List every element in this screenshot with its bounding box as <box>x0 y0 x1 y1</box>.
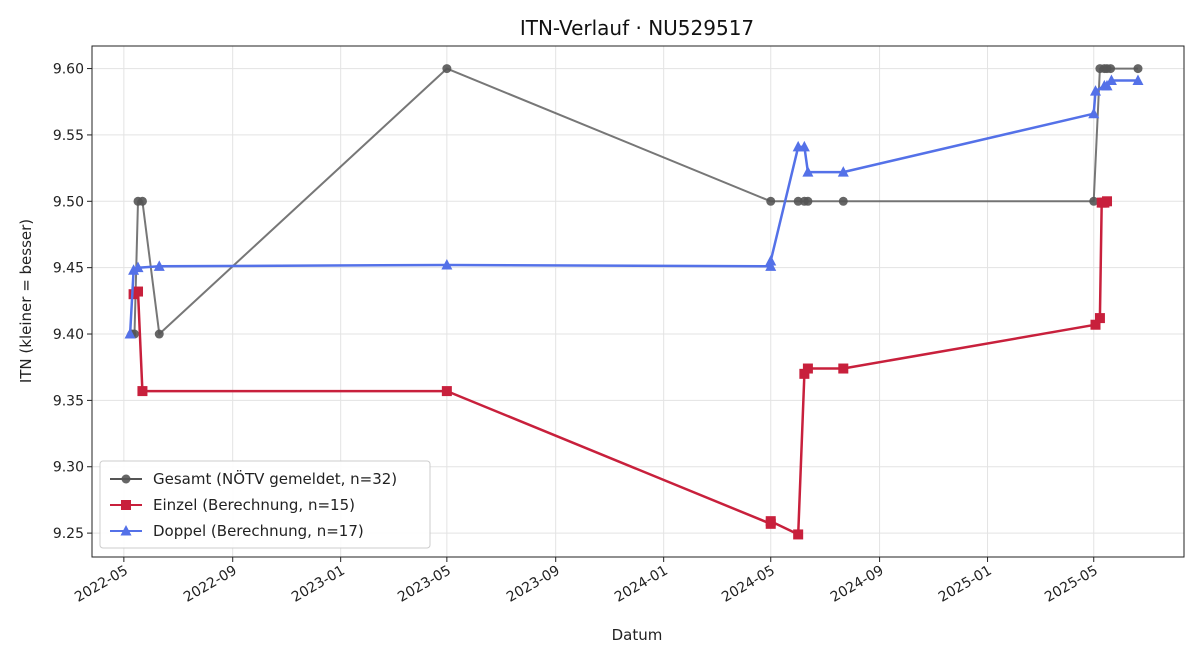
series-layer <box>124 64 1144 540</box>
y-tick-label: 9.25 <box>53 526 84 542</box>
data-point <box>799 368 810 379</box>
x-tick-label: 2024-01 <box>612 563 671 606</box>
data-point <box>132 261 144 273</box>
data-point <box>1090 85 1102 96</box>
data-point <box>793 529 804 540</box>
data-point <box>765 516 776 527</box>
y-tick-label: 9.35 <box>53 393 84 409</box>
data-point <box>1088 107 1100 119</box>
data-point <box>838 363 849 374</box>
data-point <box>1090 319 1101 330</box>
data-point <box>1102 196 1113 207</box>
y-tick-label: 9.50 <box>53 194 84 210</box>
series-3 <box>124 74 1144 339</box>
series-2 <box>128 196 1113 540</box>
data-point <box>1089 196 1099 206</box>
series-line <box>128 79 1138 335</box>
grid-lines <box>92 46 1184 557</box>
legend-marker <box>120 525 132 536</box>
legend-marker <box>121 500 131 510</box>
x-axis-title: Datum <box>612 626 663 644</box>
legend-label: Gesamt (NÖTV gemeldet, n=32) <box>153 469 397 488</box>
x-tick-label: 2023-01 <box>289 563 348 606</box>
data-point <box>1132 74 1144 86</box>
data-point <box>1106 64 1116 74</box>
x-tick-label: 2025-01 <box>936 563 995 606</box>
chart-title: ITN-Verlauf · NU529517 <box>520 16 754 40</box>
y-tick-label: 9.45 <box>53 261 84 277</box>
data-point <box>765 260 777 271</box>
data-point <box>798 140 810 152</box>
data-point <box>766 196 776 206</box>
data-point <box>765 255 777 266</box>
x-tick-label: 2022-09 <box>181 563 240 606</box>
legend-item: Einzel (Berechnung, n=15) <box>110 496 355 514</box>
x-tick-label: 2024-05 <box>719 563 778 606</box>
y-tick-label: 9.60 <box>53 62 84 78</box>
data-point <box>837 166 849 177</box>
plot-frame <box>91 45 1185 558</box>
data-point <box>1094 313 1105 324</box>
data-point <box>128 264 140 275</box>
legend-item: Gesamt (NÖTV gemeldet, n=32) <box>110 469 397 488</box>
data-point <box>137 196 147 206</box>
y-tick-label: 9.55 <box>53 128 84 144</box>
x-tick-label: 2024-09 <box>828 563 887 606</box>
x-tick-label: 2025-05 <box>1042 563 1101 606</box>
series-1 <box>127 64 1143 339</box>
data-point <box>803 196 813 206</box>
legend-marker <box>121 474 131 484</box>
y-tick-label: 9.40 <box>53 327 84 343</box>
data-point <box>802 363 813 374</box>
x-tick-label: 2023-09 <box>504 563 563 606</box>
y-axis-title: ITN (kleiner = besser) <box>17 219 35 383</box>
data-point <box>838 196 848 206</box>
data-point <box>133 286 144 297</box>
data-point <box>442 64 452 74</box>
legend-label: Einzel (Berechnung, n=15) <box>153 496 355 514</box>
data-point <box>441 386 452 397</box>
data-point <box>793 196 803 206</box>
legend-box <box>99 460 431 549</box>
data-point <box>1101 79 1113 91</box>
data-point <box>802 166 814 177</box>
data-point <box>441 259 453 270</box>
data-point <box>1133 64 1143 74</box>
data-point <box>154 329 164 339</box>
data-point <box>124 328 136 339</box>
y-tick-label: 9.30 <box>53 460 84 476</box>
data-point <box>153 260 165 271</box>
x-tick-label: 2022-05 <box>72 563 131 606</box>
data-point <box>137 386 148 397</box>
legend-item: Doppel (Berechnung, n=17) <box>110 522 364 540</box>
legend: Gesamt (NÖTV gemeldet, n=32) Einzel (Bere… <box>99 460 431 549</box>
x-tick-label: 2023-05 <box>395 563 454 606</box>
data-point <box>1105 74 1117 86</box>
legend-label: Doppel (Berechnung, n=17) <box>153 522 364 540</box>
